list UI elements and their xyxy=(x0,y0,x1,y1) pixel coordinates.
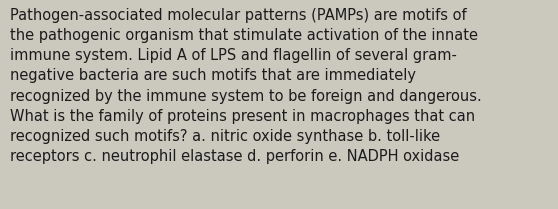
Text: Pathogen-associated molecular patterns (PAMPs) are motifs of
the pathogenic orga: Pathogen-associated molecular patterns (… xyxy=(10,8,482,164)
